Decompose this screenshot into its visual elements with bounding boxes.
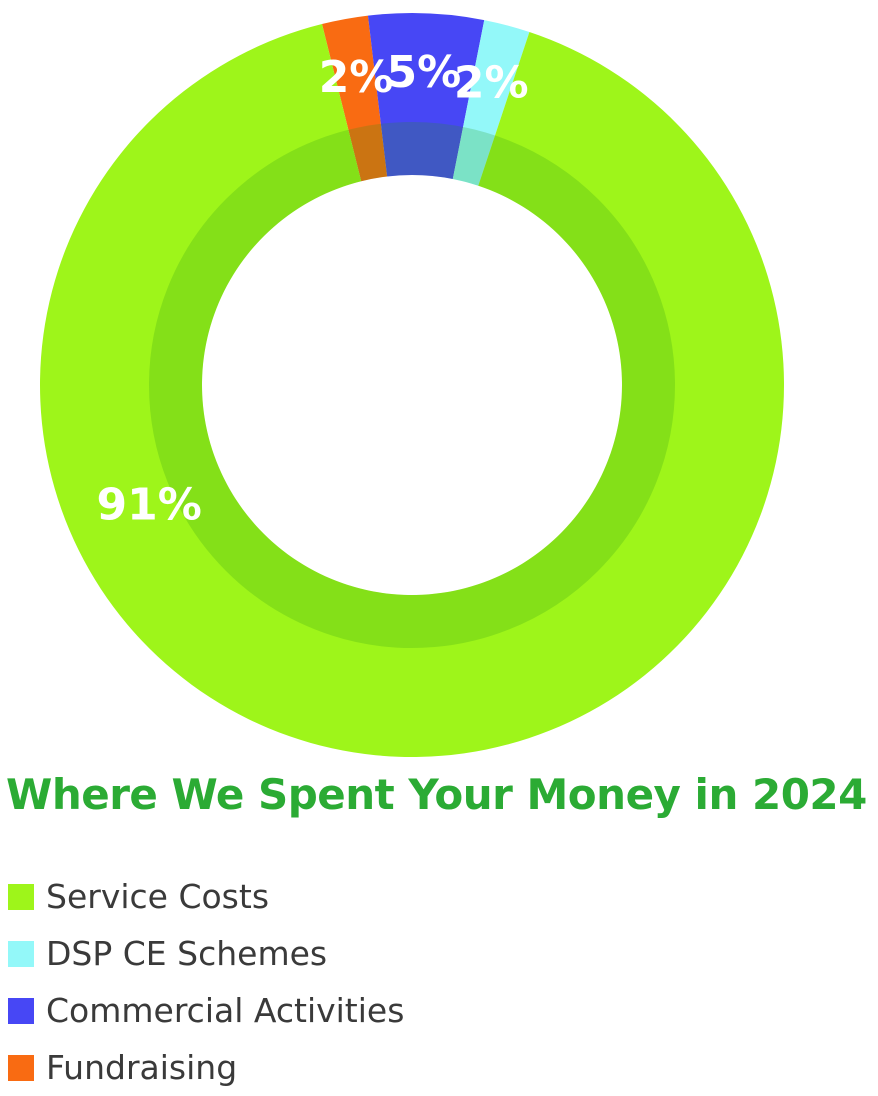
slice-service-costs: [39, 24, 785, 758]
legend-item-dsp-ce-schemes: DSP CE Schemes: [8, 925, 404, 982]
legend-item-fundraising: Fundraising: [8, 1039, 404, 1096]
slice-fundraising: [322, 15, 388, 182]
legend: Service Costs DSP CE Schemes Commercial Ac…: [8, 868, 404, 1096]
legend-label: DSP CE Schemes: [46, 934, 328, 973]
legend-item-commercial-activities: Commercial Activities: [8, 982, 404, 1039]
inner-ring-shade: [149, 122, 675, 648]
slice-dsp-ce-schemes: [452, 20, 530, 186]
legend-label: Service Costs: [46, 877, 270, 916]
legend-item-service-costs: Service Costs: [8, 868, 404, 925]
inner-shade-ring: [149, 122, 675, 648]
donut-chart: 2%5%2% 91%: [39, 12, 785, 758]
legend-label: Fundraising: [46, 1048, 238, 1087]
slice-labels: 2%5%2% 91%: [97, 47, 529, 530]
slice-label-dsp-ce-schemes: 2%: [454, 57, 529, 108]
chart-title: Where We Spent Your Money in 2024: [6, 770, 867, 819]
legend-swatch: [8, 1054, 34, 1081]
slices-layer: [39, 12, 785, 758]
slice-label-fundraising: 2%: [319, 52, 394, 103]
legend-label: Commercial Activities: [46, 991, 405, 1030]
legend-swatch: [8, 883, 34, 910]
slice-label-service-costs: 91%: [97, 480, 202, 531]
slice-commercial-activities: [367, 12, 485, 179]
legend-swatch: [8, 940, 34, 967]
slice-label-commercial-activities: 5%: [387, 47, 462, 98]
legend-swatch: [8, 997, 34, 1024]
